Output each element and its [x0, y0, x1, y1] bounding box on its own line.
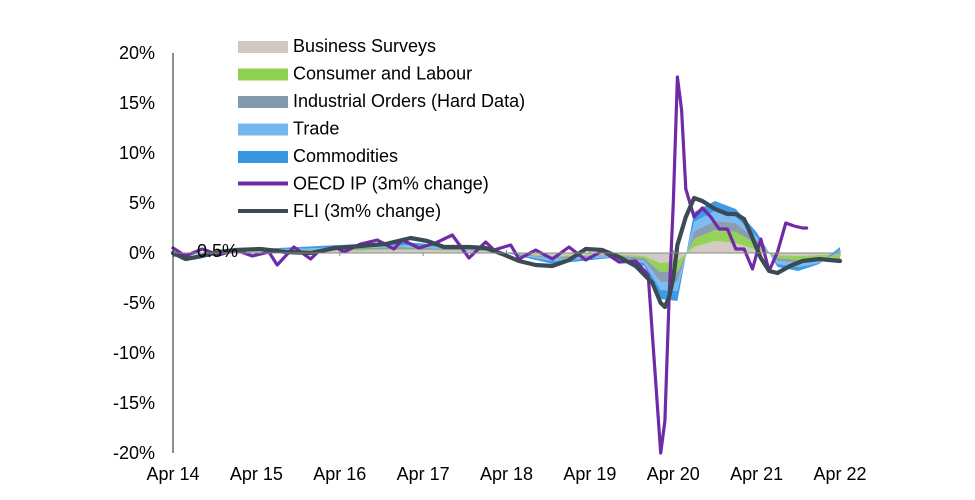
x-tick-label: Apr 15: [230, 464, 283, 484]
y-tick-label: -20%: [113, 443, 155, 463]
x-tick-label: Apr 16: [313, 464, 366, 484]
legend-label: OECD IP (3m% change): [293, 174, 489, 194]
legend-item: Industrial Orders (Hard Data): [238, 91, 525, 111]
legend-swatch: [238, 123, 288, 136]
legend-item: Consumer and Labour: [238, 64, 472, 84]
line-oecd-ip: [171, 75, 809, 455]
legend-label: Business Surveys: [293, 36, 436, 56]
x-tick-label: Apr 19: [563, 464, 616, 484]
y-tick-label: 10%: [119, 143, 155, 163]
x-tick-label: Apr 18: [480, 464, 533, 484]
legend-item: Trade: [238, 119, 339, 139]
x-tick-label: Apr 20: [647, 464, 700, 484]
legend-swatch: [238, 151, 288, 163]
legend-item: OECD IP (3m% change): [238, 174, 489, 194]
legend-label: Industrial Orders (Hard Data): [293, 91, 525, 111]
x-tick-label: Apr 22: [813, 464, 866, 484]
axes: [172, 53, 840, 453]
legend-item: FLI (3m% change): [238, 201, 441, 221]
legend-label: Commodities: [293, 146, 398, 166]
y-tick-label: -10%: [113, 343, 155, 363]
y-tick-label: -5%: [123, 293, 155, 313]
legend-label: FLI (3m% change): [293, 201, 441, 221]
y-tick-label: 15%: [119, 93, 155, 113]
y-tick-labels: 20% 15% 10% 5% 0% -5% -10% -15% -20%: [113, 43, 155, 463]
y-tick-label: -15%: [113, 393, 155, 413]
legend: Business Surveys Consumer and Labour Indus…: [238, 36, 525, 221]
legend-swatch: [238, 68, 288, 81]
x-tick-label: Apr 21: [730, 464, 783, 484]
x-tick-label: Apr 17: [397, 464, 450, 484]
legend-swatch: [238, 96, 288, 108]
legend-item: Business Surveys: [238, 36, 436, 56]
y-tick-label: 20%: [119, 43, 155, 63]
area-business-surveys: [173, 241, 840, 263]
y-tick-label: 5%: [129, 193, 155, 213]
y-tick-label: 0%: [129, 243, 155, 263]
legend-item: Commodities: [238, 146, 398, 166]
legend-label: Consumer and Labour: [293, 64, 472, 84]
annotation-label: 0.5%: [197, 241, 238, 261]
legend-label: Trade: [293, 119, 339, 139]
x-tick-labels: Apr 14 Apr 15 Apr 16 Apr 17 Apr 18 Apr 19 Apr …: [146, 464, 866, 484]
legend-swatch: [238, 41, 288, 53]
x-tick-label: Apr 14: [146, 464, 199, 484]
